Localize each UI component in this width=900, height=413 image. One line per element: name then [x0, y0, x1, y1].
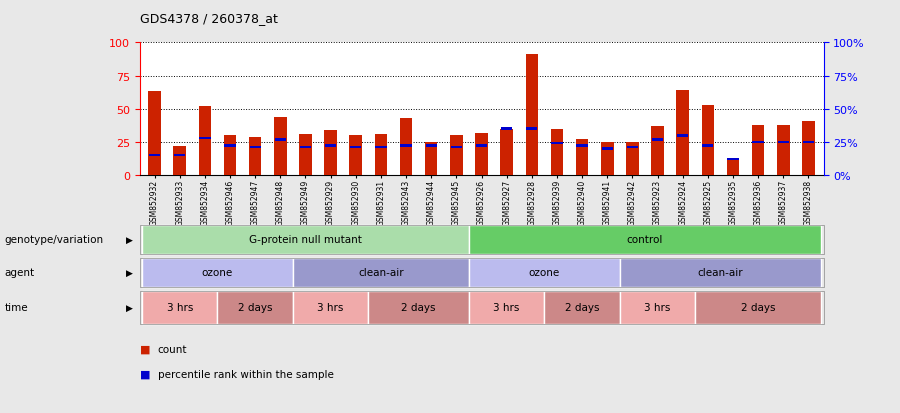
- Bar: [274, 117, 286, 176]
- Bar: [726, 160, 739, 176]
- Bar: [552, 142, 562, 145]
- Bar: [375, 147, 387, 149]
- Text: percentile rank within the sample: percentile rank within the sample: [158, 369, 333, 379]
- Bar: [500, 129, 513, 176]
- Text: ▶: ▶: [126, 268, 133, 277]
- Text: 3 hrs: 3 hrs: [493, 303, 520, 313]
- Text: time: time: [4, 303, 28, 313]
- Bar: [426, 145, 436, 148]
- Bar: [626, 147, 638, 149]
- Bar: [752, 141, 764, 144]
- Bar: [476, 145, 487, 148]
- Bar: [174, 147, 186, 176]
- Bar: [374, 135, 387, 176]
- Text: 3 hrs: 3 hrs: [318, 303, 344, 313]
- Bar: [475, 133, 488, 176]
- Bar: [450, 136, 463, 176]
- Bar: [199, 137, 211, 140]
- Bar: [174, 154, 185, 157]
- Text: ■: ■: [140, 369, 150, 379]
- Bar: [299, 135, 311, 176]
- Bar: [576, 145, 588, 148]
- Text: ozone: ozone: [202, 268, 233, 278]
- Bar: [224, 136, 237, 176]
- Text: clean-air: clean-air: [698, 268, 743, 278]
- Text: ■: ■: [140, 344, 150, 354]
- Text: G-protein null mutant: G-protein null mutant: [249, 235, 362, 244]
- Bar: [677, 91, 689, 176]
- Bar: [249, 147, 261, 149]
- Text: clean-air: clean-air: [358, 268, 404, 278]
- Bar: [224, 145, 236, 148]
- Bar: [148, 92, 161, 176]
- Bar: [626, 142, 639, 176]
- Bar: [400, 145, 411, 148]
- Bar: [501, 128, 512, 131]
- Bar: [777, 125, 789, 176]
- Bar: [802, 121, 814, 176]
- Bar: [425, 142, 437, 176]
- Bar: [701, 105, 714, 176]
- Bar: [249, 137, 262, 176]
- Text: GDS4378 / 260378_at: GDS4378 / 260378_at: [140, 12, 277, 25]
- Text: ▶: ▶: [126, 303, 133, 312]
- Text: agent: agent: [4, 268, 34, 278]
- Bar: [324, 131, 337, 176]
- Bar: [274, 138, 286, 141]
- Bar: [199, 107, 212, 176]
- Bar: [652, 127, 664, 176]
- Text: 2 days: 2 days: [741, 303, 776, 313]
- Bar: [778, 141, 789, 144]
- Text: count: count: [158, 344, 187, 354]
- Bar: [652, 138, 663, 141]
- Text: control: control: [626, 235, 663, 244]
- Bar: [349, 136, 362, 176]
- Text: ozone: ozone: [528, 268, 560, 278]
- Bar: [752, 125, 764, 176]
- Bar: [551, 129, 563, 176]
- Text: genotype/variation: genotype/variation: [4, 235, 104, 244]
- Bar: [526, 55, 538, 176]
- Bar: [727, 158, 739, 161]
- Bar: [677, 135, 688, 137]
- Bar: [576, 140, 589, 176]
- Bar: [526, 128, 537, 131]
- Bar: [702, 145, 714, 148]
- Bar: [601, 148, 613, 150]
- Bar: [148, 154, 160, 157]
- Text: 2 days: 2 days: [238, 303, 273, 313]
- Bar: [803, 141, 815, 144]
- Text: 2 days: 2 days: [565, 303, 599, 313]
- Bar: [601, 142, 614, 176]
- Bar: [400, 119, 412, 176]
- Bar: [325, 145, 337, 148]
- Bar: [350, 147, 362, 149]
- Bar: [300, 147, 311, 149]
- Text: ▶: ▶: [126, 235, 133, 244]
- Bar: [451, 147, 462, 149]
- Text: 3 hrs: 3 hrs: [644, 303, 670, 313]
- Text: 3 hrs: 3 hrs: [166, 303, 193, 313]
- Text: 2 days: 2 days: [401, 303, 436, 313]
